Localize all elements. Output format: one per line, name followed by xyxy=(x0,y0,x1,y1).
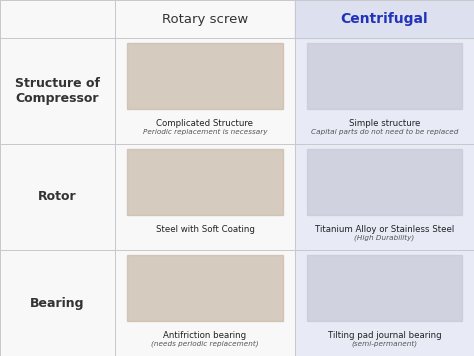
Bar xyxy=(127,149,283,215)
Bar xyxy=(307,255,462,321)
Text: Antifriction bearing: Antifriction bearing xyxy=(164,331,246,340)
Bar xyxy=(127,255,283,321)
Text: Periodic replacement is necessary: Periodic replacement is necessary xyxy=(143,129,267,135)
Text: Centrifugal: Centrifugal xyxy=(341,12,428,26)
Text: (semi-permanent): (semi-permanent) xyxy=(351,341,418,347)
Bar xyxy=(307,149,462,215)
Bar xyxy=(295,0,474,38)
Text: Capital parts do not need to be replaced: Capital parts do not need to be replaced xyxy=(311,129,458,135)
Text: Rotor: Rotor xyxy=(38,190,77,204)
Bar xyxy=(307,43,462,109)
Text: Structure of
Compressor: Structure of Compressor xyxy=(15,77,100,105)
Text: (High Durability): (High Durability) xyxy=(355,235,415,241)
Text: Tilting pad journal bearing: Tilting pad journal bearing xyxy=(328,331,441,340)
Text: Rotary screw: Rotary screw xyxy=(162,12,248,26)
Text: Simple structure: Simple structure xyxy=(349,119,420,128)
Text: Titanium Alloy or Stainless Steel: Titanium Alloy or Stainless Steel xyxy=(315,225,454,234)
Bar xyxy=(127,43,283,109)
Text: Bearing: Bearing xyxy=(30,297,85,309)
Text: Complicated Structure: Complicated Structure xyxy=(156,119,254,128)
Text: (needs periodic replacement): (needs periodic replacement) xyxy=(151,341,259,347)
Bar xyxy=(295,0,474,356)
Text: Steel with Soft Coating: Steel with Soft Coating xyxy=(155,225,255,234)
